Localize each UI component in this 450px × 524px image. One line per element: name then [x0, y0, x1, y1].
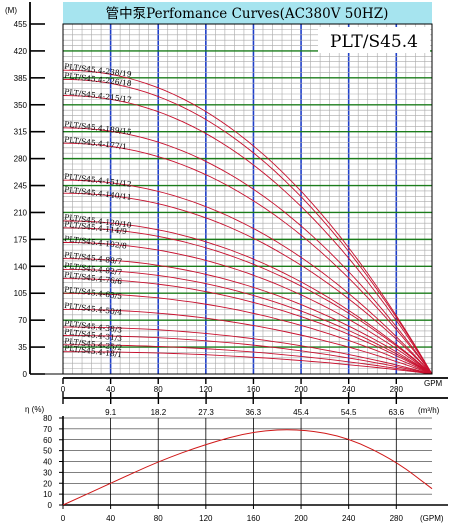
- head-curve-line: [63, 351, 433, 375]
- efficiency-curve-line: [62, 429, 433, 506]
- efficiency-y-tick-label: 70: [43, 425, 52, 434]
- efficiency-x-tick-label: 120: [199, 514, 213, 523]
- y-tick-label: 385: [14, 74, 28, 83]
- metric-tick-label: 54.5: [341, 408, 357, 417]
- y-tick-label: 35: [18, 343, 27, 352]
- efficiency-x-tick-label: 160: [247, 514, 261, 523]
- head-curve-line: [62, 258, 433, 375]
- model-label-box: [318, 27, 430, 53]
- x-tick-label: 120: [199, 385, 213, 394]
- head-curve-line: [63, 268, 433, 375]
- head-curve-line: [62, 142, 433, 375]
- head-y-ticks: 0 35 70 105 140 175 210 245 280 315 350 385 420 455: [14, 20, 45, 379]
- efficiency-y-tick-label: 50: [43, 447, 52, 456]
- head-curve-line: [62, 69, 433, 375]
- x-tick-label: 40: [106, 385, 115, 394]
- metric-tick-label: 45.4: [293, 408, 309, 417]
- metric-tick-label: 18.2: [151, 408, 167, 417]
- model-label: PLT/S45.4: [330, 32, 418, 52]
- head-curve-line: [63, 179, 433, 375]
- efficiency-y-tick-label: 60: [43, 436, 52, 445]
- head-curve-line: [62, 292, 433, 375]
- head-curve-line: [62, 227, 433, 375]
- y-tick-label: 210: [14, 208, 28, 217]
- head-grid: [63, 24, 432, 374]
- efficiency-x-tick-label: 0: [61, 514, 66, 523]
- metric-scale-unit: (m³/h): [418, 406, 440, 415]
- metric-scale-ticks: 9.1 18.2 27.3 36.3 45.4 54.5 63.6: [105, 392, 405, 417]
- head-x-unit: GPM: [424, 379, 443, 388]
- efficiency-y-tick-label: 20: [43, 479, 52, 488]
- head-curve-line: [62, 78, 433, 375]
- head-chart: 管中泵Perfomance Curves(AC380V 50HZ) PLT/S4…: [5, 2, 448, 394]
- head-curve-line: [63, 326, 433, 375]
- metric-tick-label: 27.3: [198, 408, 214, 417]
- y-tick-label: 315: [14, 128, 28, 137]
- head-curve-line: [62, 220, 433, 375]
- efficiency-x-ticks: 0 40 80 120 160 200 240 280: [61, 505, 404, 523]
- x-tick-label: 80: [154, 385, 163, 394]
- curve-label: PLT/S45.4-189/15: [64, 119, 133, 136]
- metric-flow-scale: 9.1 18.2 27.3 36.3 45.4 54.5 63.6 (m³/h) η (%): [25, 392, 448, 417]
- head-curve-line: [62, 127, 433, 375]
- y-tick-label: 245: [14, 182, 28, 191]
- head-curve-line: [62, 95, 433, 375]
- head-x-ticks: 0 40 80 120 160 200 240 280: [61, 378, 404, 394]
- y-tick-label: 175: [14, 235, 28, 244]
- efficiency-grid: [63, 417, 432, 506]
- efficiency-x-tick-label: 240: [342, 514, 356, 523]
- y-tick-label: 420: [14, 47, 28, 56]
- head-curve-line: [62, 192, 433, 375]
- efficiency-y-tick-label: 10: [43, 490, 52, 499]
- efficiency-y-tick-label: 80: [43, 414, 52, 423]
- metric-tick-label: 9.1: [105, 408, 117, 417]
- head-curve-line: [63, 344, 433, 375]
- y-tick-label: 0: [23, 370, 28, 379]
- curve-label: PLT/S45.4-102/8: [64, 234, 128, 251]
- plot-frame: [62, 23, 433, 375]
- efficiency-y-tick-label: 0: [48, 501, 53, 510]
- y-tick-label: 140: [14, 262, 28, 271]
- y-tick-label: 70: [18, 316, 27, 325]
- head-curve-line: [62, 335, 433, 375]
- x-tick-label: 160: [247, 385, 261, 394]
- efficiency-x-tick-label: 80: [154, 514, 163, 523]
- y-tick-label: 350: [14, 101, 28, 110]
- y-tick-label: 455: [14, 20, 28, 29]
- head-curve-line: [62, 278, 433, 375]
- head-curve-line: [63, 242, 433, 375]
- curve-label: PLT/S45.4-215/17: [64, 87, 133, 104]
- head-curves: [62, 69, 433, 375]
- efficiency-y-tick-label: 30: [43, 468, 52, 477]
- efficiency-x-tick-label: 40: [106, 514, 115, 523]
- efficiency-curve: [62, 429, 433, 506]
- metric-tick-label: 63.6: [389, 408, 405, 417]
- head-curve-line: [63, 308, 433, 375]
- efficiency-y-tick-label: 40: [43, 458, 52, 467]
- head-axes: [29, 2, 448, 379]
- x-tick-label: 0: [61, 385, 66, 394]
- efficiency-axes: [62, 416, 448, 506]
- head-y-unit: (M): [5, 6, 17, 15]
- x-tick-label: 200: [294, 385, 308, 394]
- title-band: [63, 2, 432, 24]
- y-tick-label: 280: [14, 155, 28, 164]
- chart-title: 管中泵Perfomance Curves(AC380V 50HZ): [106, 6, 389, 22]
- efficiency-x-tick-label: 200: [294, 514, 308, 523]
- efficiency-x-tick-label: 280: [390, 514, 404, 523]
- metric-tick-label: 36.3: [245, 408, 261, 417]
- x-tick-label: 280: [390, 385, 404, 394]
- metric-scale-axis: [62, 392, 448, 404]
- efficiency-x-unit: (GPM): [420, 514, 444, 523]
- x-tick-label: 240: [342, 385, 356, 394]
- y-tick-label: 105: [14, 289, 28, 298]
- efficiency-y-unit: η (%): [25, 405, 44, 414]
